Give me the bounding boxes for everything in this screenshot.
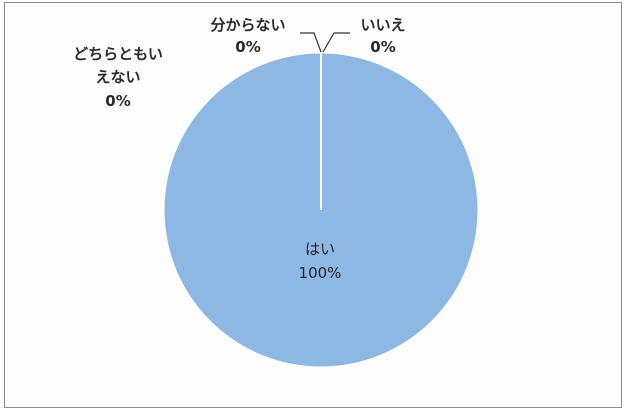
label-wakaranai-pct: 0% — [235, 38, 260, 56]
label-hai-name: はい — [305, 240, 335, 258]
label-iie-pct: 0% — [370, 38, 395, 56]
label-hai-pct: 100% — [299, 264, 342, 282]
label-iie-name: いいえ — [360, 16, 405, 34]
label-dochira-line2: えない — [95, 68, 140, 86]
label-dochira-line1: どちらともい — [73, 45, 163, 63]
label-wakaranai-name: 分からない — [210, 16, 285, 34]
leader-line-iie — [322, 32, 350, 53]
leader-line-wakaranai — [300, 32, 322, 53]
label-dochira-pct: 0% — [105, 92, 130, 110]
